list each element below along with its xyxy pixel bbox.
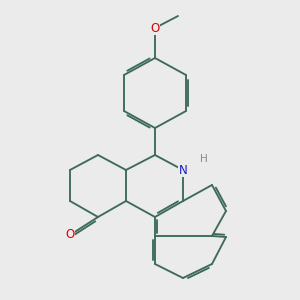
Text: O: O: [65, 229, 75, 242]
Text: H: H: [200, 154, 208, 164]
Text: N: N: [178, 164, 188, 176]
Text: O: O: [150, 22, 160, 34]
